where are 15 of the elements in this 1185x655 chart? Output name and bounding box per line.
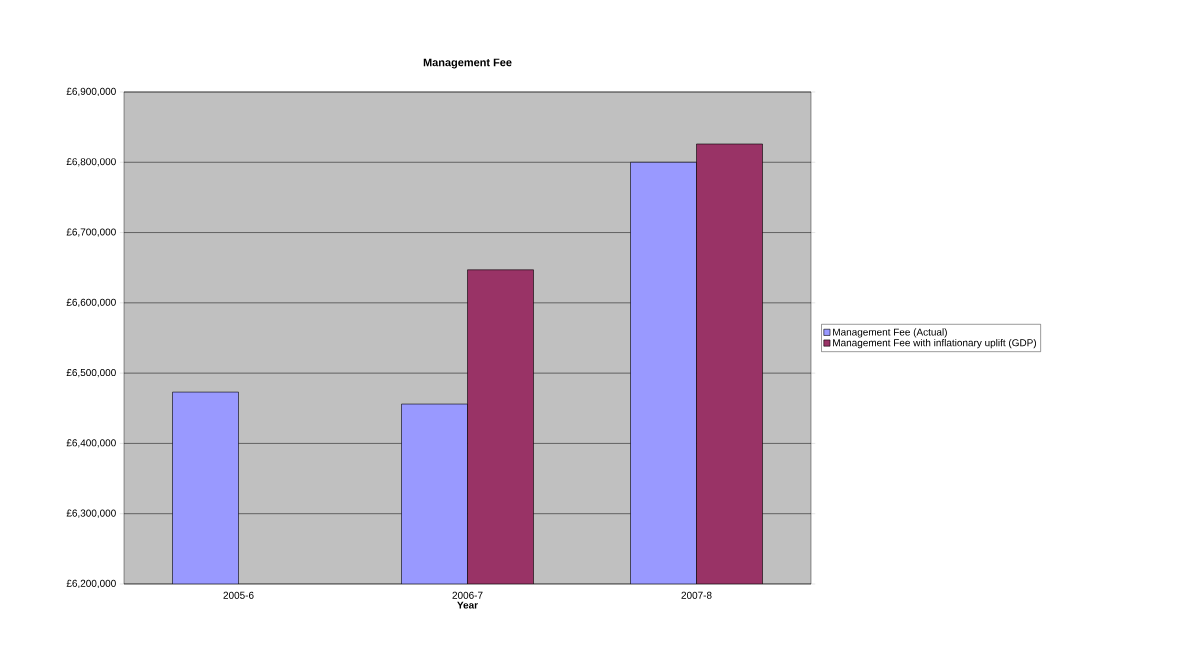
y-tick-label: £6,600,000: [66, 298, 116, 307]
y-tick-label: £6,400,000: [66, 439, 116, 448]
x-tick-label: 2006-7: [452, 591, 483, 599]
chart-title: Management Fee: [423, 58, 512, 69]
y-tick-label: £6,200,000: [66, 579, 116, 589]
y-tick-label: £6,900,000: [66, 87, 116, 97]
y-tick-label: £6,500,000: [66, 369, 116, 378]
x-axis-title: Year: [457, 601, 478, 609]
x-tick-label: 2007-8: [681, 591, 712, 599]
y-tick-label: £6,800,000: [66, 158, 116, 167]
y-tick-label: £6,700,000: [66, 228, 116, 237]
x-tick-label: 2005-6: [223, 591, 254, 599]
legend-label: Management Fee (Actual): [833, 328, 947, 338]
legend-label: Management Fee with inflationary uplift (GDP): [833, 338, 1037, 349]
y-tick-label: £6,300,000: [66, 509, 116, 518]
